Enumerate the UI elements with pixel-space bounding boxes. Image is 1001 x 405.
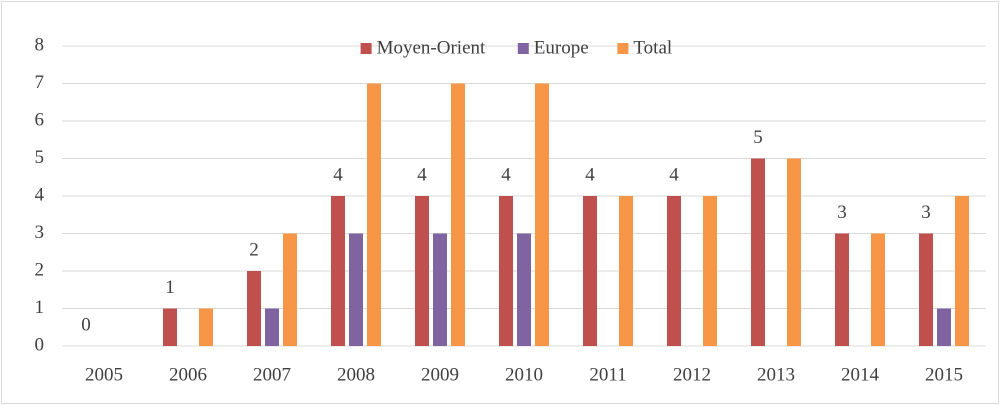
bar (871, 233, 885, 346)
data-label: 4 (333, 164, 343, 185)
bar (367, 83, 381, 346)
y-tick-label: 8 (35, 34, 45, 55)
legend-label: Total (633, 37, 672, 58)
bar (349, 233, 363, 346)
x-tick-label: 2009 (421, 364, 459, 385)
bar (163, 308, 177, 346)
bar (835, 233, 849, 346)
data-label: 4 (669, 164, 679, 185)
x-tick-label: 2015 (925, 364, 963, 385)
bar (331, 196, 345, 346)
x-tick-label: 2010 (505, 364, 543, 385)
y-tick-label: 6 (35, 109, 45, 130)
bar (283, 233, 297, 346)
legend-swatch (617, 43, 629, 54)
bar (919, 233, 933, 346)
y-tick-label: 5 (35, 147, 45, 168)
bar (535, 83, 549, 346)
legend-label: Moyen-Orient (377, 37, 486, 58)
x-tick-label: 2013 (757, 364, 795, 385)
data-label: 4 (501, 164, 511, 185)
bar (517, 233, 531, 346)
bar (199, 308, 213, 346)
x-tick-label: 2006 (169, 364, 207, 385)
bar (433, 233, 447, 346)
bar (619, 196, 633, 346)
x-tick-label: 2014 (841, 364, 880, 385)
y-tick-label: 7 (35, 72, 45, 93)
bar (703, 196, 717, 346)
bar (583, 196, 597, 346)
y-tick-label: 0 (35, 334, 45, 355)
data-label: 2 (249, 239, 259, 260)
bar (751, 158, 765, 346)
data-label: 3 (837, 202, 847, 223)
bar (265, 308, 279, 346)
bar (247, 271, 261, 346)
data-label: 4 (585, 164, 595, 185)
x-tick-label: 2011 (589, 364, 626, 385)
legend-swatch (360, 43, 372, 54)
y-tick-label: 4 (35, 184, 45, 205)
data-label: 3 (921, 202, 931, 223)
bar (667, 196, 681, 346)
legend-label: Europe (534, 37, 589, 58)
y-tick-label: 1 (35, 297, 45, 318)
x-tick-label: 2008 (337, 364, 375, 385)
legend-swatch (517, 43, 529, 54)
x-tick-label: 2007 (253, 364, 291, 385)
bar (955, 196, 969, 346)
bar (937, 308, 951, 346)
data-label: 4 (417, 164, 427, 185)
x-tick-label: 2012 (673, 364, 711, 385)
data-label: 5 (753, 127, 763, 148)
data-label: 1 (165, 277, 175, 298)
data-label: 0 (81, 314, 91, 335)
bar (787, 158, 801, 346)
bar (451, 83, 465, 346)
bar (415, 196, 429, 346)
y-tick-label: 3 (35, 222, 45, 243)
bar (499, 196, 513, 346)
x-tick-label: 2005 (85, 364, 123, 385)
y-tick-label: 2 (35, 259, 45, 280)
